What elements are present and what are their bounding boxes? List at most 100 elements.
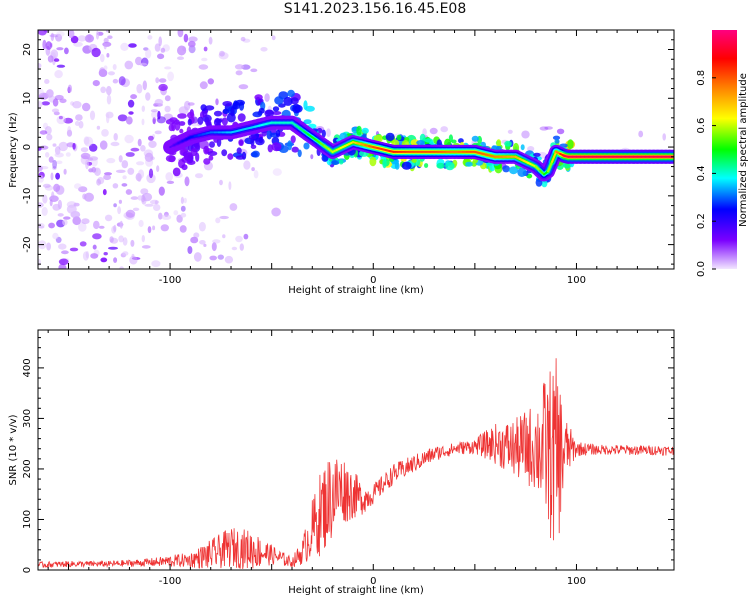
snr-series-line <box>38 358 674 569</box>
spectrogram-cluster-blob <box>533 152 541 157</box>
spectrogram-cluster-blob <box>169 117 178 123</box>
spectrogram-cluster-blob <box>356 125 362 136</box>
spectrogram-cluster-blob <box>331 160 340 166</box>
spectrogram-noise-blob <box>203 46 208 52</box>
spectrogram-noise-blob <box>113 133 118 141</box>
spectrogram-cluster-blob <box>187 118 192 126</box>
spectrogram-cluster-blob <box>213 110 223 117</box>
spectrogram-noise-blob <box>208 36 213 45</box>
spectrogram-marks <box>38 30 674 269</box>
spectrogram-noise-blob <box>231 246 238 251</box>
spectrogram-noise-blob <box>140 145 146 152</box>
spectrogram-cluster-blob <box>517 167 527 177</box>
spectrogram-noise-blob <box>79 241 87 247</box>
spectrogram-noise-blob <box>137 174 142 182</box>
spectrogram-noise-blob <box>95 30 100 40</box>
spectrogram-cluster-blob <box>321 129 326 138</box>
spectrogram-noise-blob <box>80 147 89 153</box>
spectrogram-noise-blob <box>179 225 187 233</box>
spectrogram-noise-blob <box>97 177 105 185</box>
spectrogram-noise-blob <box>42 194 48 204</box>
spectrogram-noise-blob <box>128 43 137 48</box>
spectrogram-noise-blob <box>58 115 63 120</box>
spectrogram-noise-blob <box>203 243 207 247</box>
spectrogram-ridge-segment <box>551 150 558 163</box>
spectrogram-noise-blob <box>113 257 118 263</box>
spectrogram-cluster-blob <box>471 135 479 142</box>
spectrogram-noise-blob <box>209 255 217 261</box>
spectrogram-noise-blob <box>130 147 140 152</box>
spectrogram-cluster-blob <box>190 148 198 157</box>
spectrogram-noise-blob <box>39 130 48 135</box>
colorbar-label: Normalized spectral amplitude <box>738 73 749 227</box>
spectrogram-noise-blob <box>165 172 173 182</box>
spectrogram-noise-blob <box>70 35 79 44</box>
spectrogram-cluster-blob <box>369 156 377 167</box>
spectrogram-noise-blob <box>109 236 114 243</box>
spectrogram-y-axis-title: Frequency (Hz) <box>8 112 19 188</box>
spectrogram-cluster-blob <box>179 128 184 134</box>
spectrogram-noise-blob <box>215 98 219 106</box>
spectrogram-noise-blob <box>63 168 67 175</box>
colorbar-tick-label: 0.8 <box>696 70 707 86</box>
spectrogram-noise-blob <box>66 204 77 214</box>
spectrogram-cluster-blob <box>508 166 519 175</box>
spectrogram-noise-blob <box>110 141 120 147</box>
spectrogram-cluster-blob <box>227 153 234 160</box>
snr-ticks: -100 0 100 0 100 200 300 400 <box>22 330 674 587</box>
spectrogram-noise-blob <box>164 95 171 102</box>
spectrogram-noise-blob <box>113 203 117 208</box>
spectrogram-cluster-blob <box>394 162 400 170</box>
spectrogram-noise-blob <box>82 251 89 261</box>
spectrogram-noise-blob <box>56 47 64 51</box>
spectrogram-cluster-blob <box>274 96 284 105</box>
spectrogram-noise-blob <box>176 214 183 223</box>
snr-y-tick-label: 100 <box>22 510 33 529</box>
spectrogram-noise-blob <box>310 154 314 160</box>
spectrogram-cluster-blob <box>182 151 193 158</box>
spectrogram-noise-blob <box>102 41 112 47</box>
spectrogram-noise-blob <box>164 105 171 113</box>
spectrogram-noise-blob <box>104 214 113 222</box>
spectrogram-cluster-blob <box>174 121 181 131</box>
spectrogram-noise-blob <box>56 31 65 37</box>
spectrogram-noise-blob <box>139 62 148 66</box>
spectrogram-noise-blob <box>65 152 71 157</box>
spectrogram-cluster-blob <box>235 99 245 106</box>
spectrogram-noise-blob <box>112 183 119 189</box>
spectrogram-cluster-blob <box>373 134 384 142</box>
spectrogram-noise-blob <box>190 236 199 244</box>
spectrogram-noise-blob <box>167 71 175 82</box>
spectrogram-cluster-blob <box>172 167 181 177</box>
spectrogram-noise-blob <box>41 206 48 216</box>
spectrogram-cluster-blob <box>177 113 187 119</box>
spectrogram-cluster-blob <box>236 147 242 154</box>
spectrogram-noise-blob <box>118 155 123 163</box>
spectrogram-noise-blob <box>143 47 149 51</box>
spectrogram-noise-blob <box>51 108 60 113</box>
spectrogram-noise-blob <box>199 240 206 245</box>
spectrogram-noise-blob <box>219 50 225 57</box>
spectrogram-noise-blob <box>96 125 101 130</box>
spectrogram-cluster-blob <box>290 97 299 105</box>
spectrogram-noise-blob <box>61 250 69 255</box>
spectrogram-noise-blob <box>158 186 165 196</box>
spectrogram-noise-blob <box>326 128 331 138</box>
spectrogram-noise-blob <box>195 173 203 179</box>
spectrogram-noise-blob <box>187 102 195 106</box>
spectrogram-cluster-blob <box>208 155 214 161</box>
spectrogram-noise-blob <box>125 152 135 157</box>
spectrogram-noise-blob <box>43 183 51 188</box>
spectrogram-y-tick-label: 20 <box>22 43 33 56</box>
spectrogram-cluster-blob <box>197 116 204 125</box>
spectrogram-noise-blob <box>137 138 142 147</box>
spectrogram-noise-blob <box>140 188 149 195</box>
spectrogram-cluster-blob <box>559 143 569 148</box>
spectrogram-noise-blob <box>52 159 57 169</box>
spectrogram-noise-blob <box>150 109 158 113</box>
spectrogram-noise-blob <box>125 209 136 218</box>
spectrogram-noise-blob <box>156 165 160 173</box>
spectrogram-noise-blob <box>207 78 214 85</box>
spectrogram-cluster-blob <box>239 140 244 146</box>
spectrogram-noise-blob <box>135 56 143 66</box>
